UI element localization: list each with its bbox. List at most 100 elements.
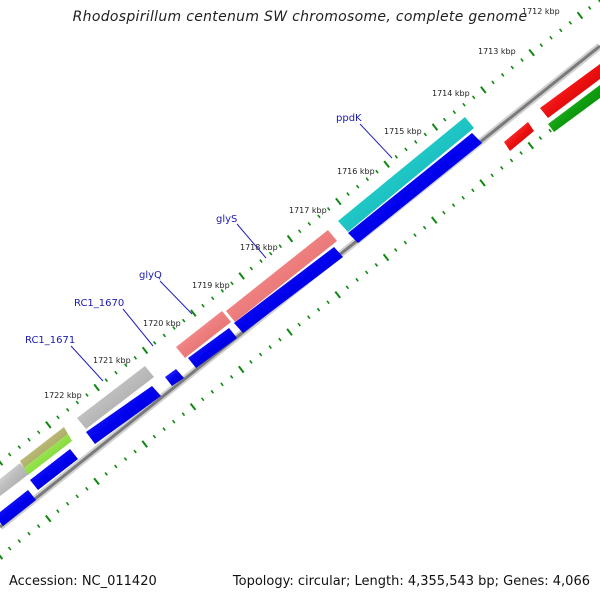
cds-arrow[interactable] [0,490,36,526]
cds-arrow[interactable] [30,449,78,490]
minor-tick [462,102,466,107]
gene-label-glyQ[interactable]: glyQ [139,270,193,315]
gene-red-arrow[interactable] [504,122,534,151]
minor-tick [258,352,263,357]
minor-tick [268,345,272,349]
minor-tick [56,509,60,514]
tick-label-1716: 1716 kbp [337,167,375,176]
minor-tick [65,501,70,506]
gene-glyQ-block[interactable] [176,311,231,358]
major-tick [93,477,100,486]
minor-tick [375,169,379,174]
accession-text: Accession: NC_011420 [9,574,157,589]
minor-tick [538,136,543,140]
minor-tick [509,158,514,163]
cds-arrow[interactable] [234,247,343,333]
minor-tick [461,195,465,200]
minor-tick [471,188,475,193]
major-tick [0,460,4,466]
minor-tick [500,166,504,170]
major-tick [576,11,584,20]
minor-tick [346,192,350,196]
major-tick [382,253,390,262]
gene-RC1_1671-block[interactable] [0,463,29,500]
tick-label-1713: 1713 kbp [478,47,516,56]
tick-label-1714: 1714 kbp [432,89,470,98]
minor-tick [230,281,234,286]
minor-tick [249,266,254,271]
gene-olive-block[interactable] [20,427,68,468]
minor-tick [123,363,128,368]
minor-tick [326,300,330,305]
major-tick [383,160,390,169]
minor-tick [36,430,41,435]
minor-tick [345,285,350,290]
minor-tick [200,397,205,402]
minor-tick [172,326,176,330]
minor-tick [75,494,79,499]
major-tick [431,123,439,131]
svg-text:RC1_1671: RC1_1671 [25,335,75,346]
svg-text:glyQ: glyQ [139,270,162,281]
gene-green-block[interactable] [548,85,600,132]
minor-tick [297,229,302,234]
gene-ppdK-block[interactable] [338,117,474,232]
minor-tick [162,333,167,338]
gene-label-RC1_1670[interactable]: RC1_1670 [74,298,154,347]
tick-label-1722: 1722 kbp [44,391,82,400]
minor-tick [123,457,128,461]
minor-tick [27,437,31,442]
tick-label-1721: 1721 kbp [93,356,131,365]
major-tick [45,420,52,429]
minor-tick [27,531,31,536]
minor-tick [17,539,22,543]
cds-arrow[interactable] [86,386,161,444]
gene-RC1_1670-block[interactable] [77,366,154,429]
minor-tick [85,393,89,397]
gene-glyS-block[interactable] [226,230,337,322]
svg-text:ppdK: ppdK [336,113,362,124]
cds-arrow[interactable] [348,133,482,243]
minor-tick [181,412,186,417]
gene-lime-block[interactable] [24,434,72,475]
minor-tick [133,355,138,360]
minor-tick [307,315,311,320]
gene-label-ppdK[interactable]: ppdK [336,113,393,159]
gene-label-glyS[interactable]: glyS [216,214,267,259]
minor-tick [549,35,553,40]
svg-text:glyS: glyS [216,214,237,225]
minor-tick [152,434,157,439]
gene-label-RC1_1671[interactable]: RC1_1671 [25,335,104,382]
minor-tick [171,419,176,424]
minor-tick [56,415,60,420]
cds-arrow[interactable] [165,369,184,386]
minor-tick [539,43,544,48]
major-tick [334,290,341,299]
major-tick [335,197,342,206]
minor-tick [75,400,80,405]
minor-tick [133,449,137,454]
major-tick [527,141,534,150]
gene-red-block[interactable] [540,64,600,118]
tick-label-1712: 1712 kbp [522,7,560,16]
minor-tick [568,20,573,25]
minor-tick [259,259,263,263]
outer-tick-ring [0,0,600,466]
major-tick [479,179,486,187]
major-tick [141,346,149,355]
minor-tick [210,389,215,394]
major-tick [238,272,245,280]
tick-label-1715: 1715 kbp [384,127,422,136]
gene-track [0,64,600,526]
minor-tick [201,303,205,308]
minor-tick [558,28,563,33]
minor-tick [394,154,399,159]
major-tick [141,440,148,448]
minor-tick [326,207,331,211]
major-tick [189,402,197,411]
minor-tick [152,341,157,345]
major-tick [190,309,197,317]
minor-tick [393,248,398,252]
cds-arrow[interactable] [188,328,237,368]
minor-tick [355,277,359,282]
